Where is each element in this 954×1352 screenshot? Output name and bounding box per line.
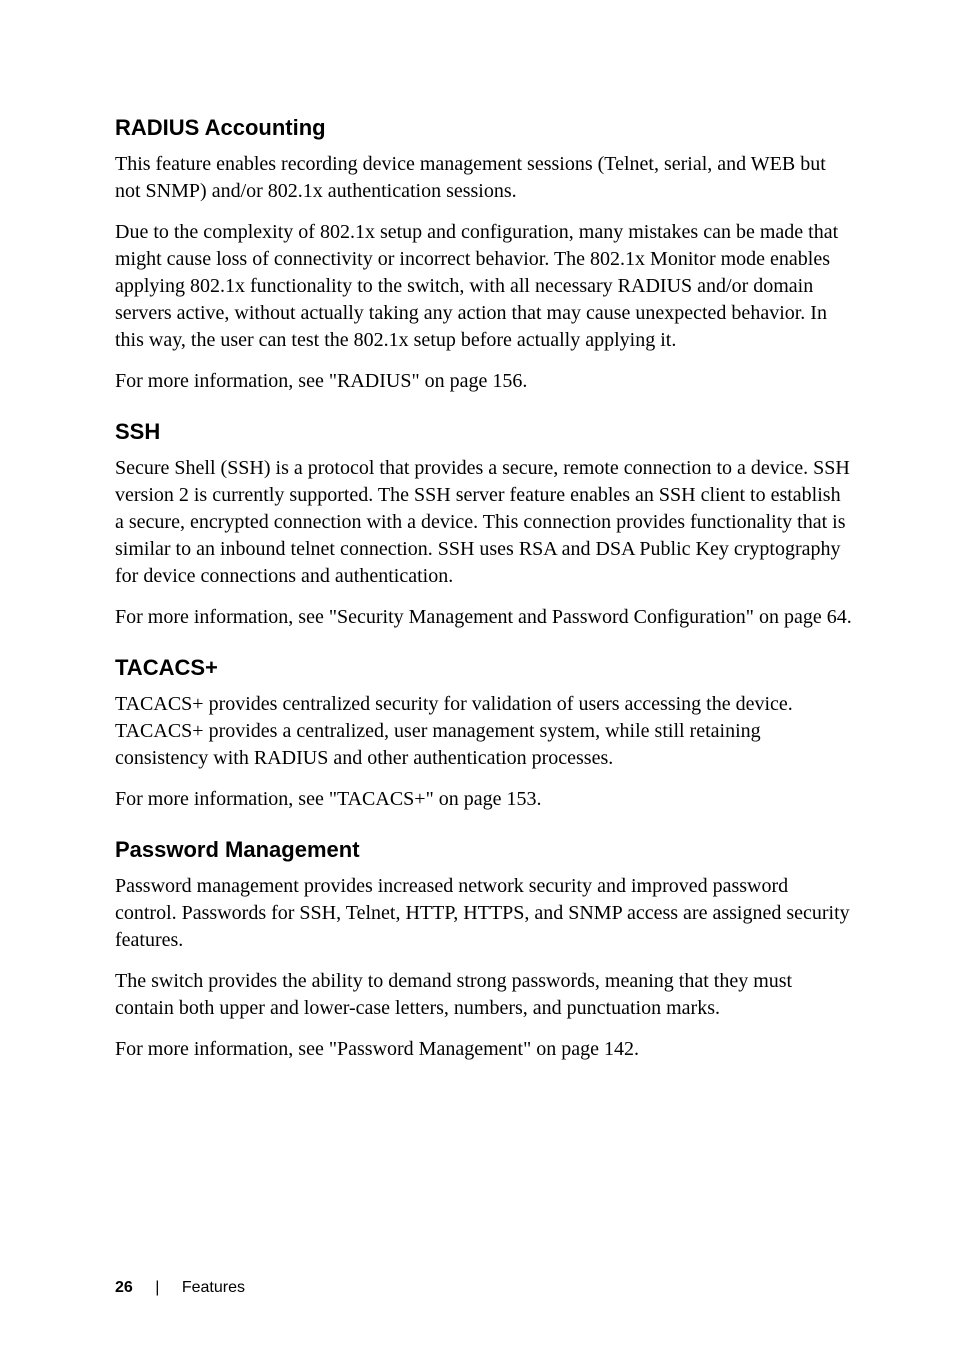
body-paragraph: For more information, see "Security Mana… bbox=[115, 604, 854, 631]
page-number: 26 bbox=[115, 1279, 133, 1296]
body-paragraph: The switch provides the ability to deman… bbox=[115, 968, 854, 1022]
section-heading-password-management: Password Management bbox=[115, 837, 854, 863]
body-paragraph: TACACS+ provides centralized security fo… bbox=[115, 691, 854, 772]
body-paragraph: This feature enables recording device ma… bbox=[115, 151, 854, 205]
body-paragraph: For more information, see "Password Mana… bbox=[115, 1036, 854, 1063]
document-body: RADIUS Accounting This feature enables r… bbox=[115, 115, 854, 1063]
footer-divider: | bbox=[155, 1279, 159, 1296]
body-paragraph: Password management provides increased n… bbox=[115, 873, 854, 954]
body-paragraph: Due to the complexity of 802.1x setup an… bbox=[115, 219, 854, 354]
section-heading-radius-accounting: RADIUS Accounting bbox=[115, 115, 854, 141]
page-footer: 26 | Features bbox=[115, 1279, 245, 1297]
section-heading-tacacs: TACACS+ bbox=[115, 655, 854, 681]
body-paragraph: For more information, see "RADIUS" on pa… bbox=[115, 368, 854, 395]
body-paragraph: For more information, see "TACACS+" on p… bbox=[115, 786, 854, 813]
section-heading-ssh: SSH bbox=[115, 419, 854, 445]
footer-section-label: Features bbox=[182, 1279, 245, 1296]
body-paragraph: Secure Shell (SSH) is a protocol that pr… bbox=[115, 455, 854, 590]
